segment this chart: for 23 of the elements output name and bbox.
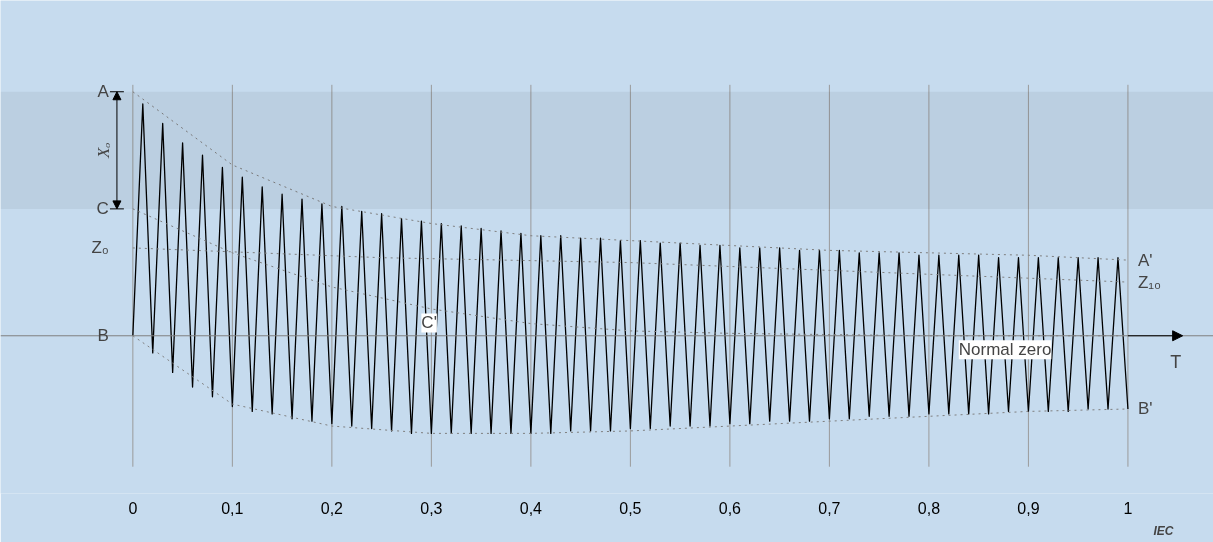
x-tick-label: 0,1 [221,499,244,517]
x-axis-title: T [1170,351,1182,372]
x-tick-label: 0,8 [917,499,941,517]
x-tick-label: 0 [128,499,138,517]
text: IEC [1153,523,1174,538]
band-label: Xₒ [93,142,113,159]
annotation: A [97,82,110,102]
annotation: C [96,199,109,219]
x-tick-label: 0,9 [1017,499,1040,517]
annotation: B' [1137,399,1153,419]
x-tick-label: 0,7 [818,499,841,517]
x-tick-label: 0,3 [420,499,443,517]
x-tick-label: 0,4 [519,499,543,517]
ref-line-label: Normal zero [958,340,1052,360]
x-tick-label: 0,6 [718,499,742,517]
annotation: Z₁₀ [1137,272,1162,292]
annotation: Z₀ [91,238,109,258]
x-tick-label: 0,5 [619,499,642,517]
annotation: A' [1137,250,1153,270]
annotation: C' [421,313,437,333]
x-tick-label: 0,2 [320,499,344,517]
annotation: B [97,326,109,346]
x-tick-label: 1 [1123,499,1133,517]
